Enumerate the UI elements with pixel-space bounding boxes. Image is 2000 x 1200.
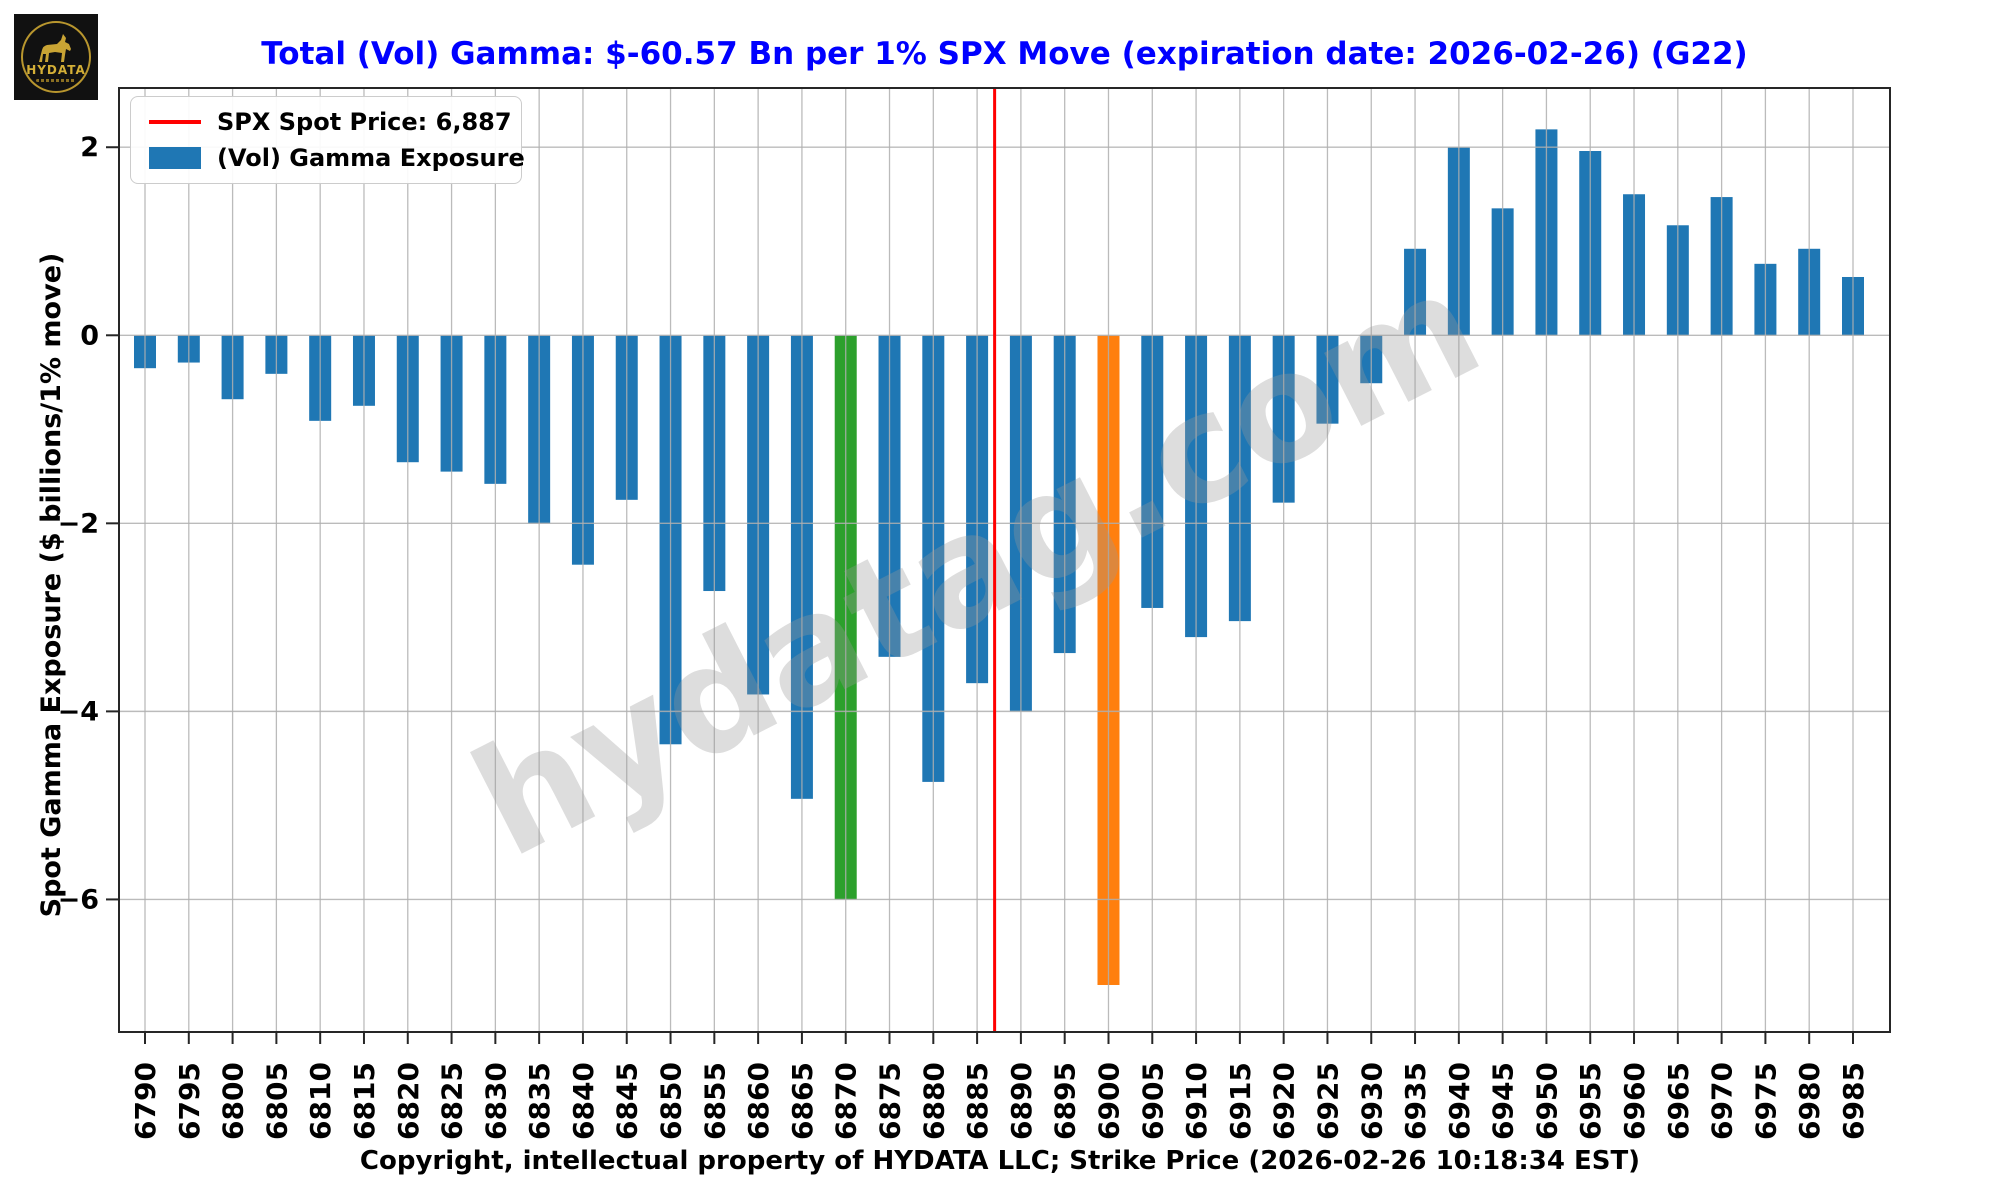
x-tick-label-6865: 6865 [786, 1062, 819, 1140]
legend-label-spot: SPX Spot Price: 6,887 [217, 108, 512, 136]
legend-box: SPX Spot Price: 6,887 (Vol) Gamma Exposu… [130, 96, 525, 184]
x-tick-label-6975: 6975 [1749, 1062, 1782, 1140]
y-tick-label--4: −4 [58, 696, 99, 727]
x-tick-label-6805: 6805 [260, 1062, 293, 1140]
x-tick-label-6900: 6900 [1092, 1062, 1125, 1140]
x-tick-label-6935: 6935 [1399, 1062, 1432, 1140]
x-tick-label-6860: 6860 [742, 1062, 775, 1140]
legend-label-gamma: (Vol) Gamma Exposure [217, 144, 525, 172]
y-tick-label--6: −6 [58, 884, 99, 915]
y-tick-label-2: 2 [80, 132, 99, 163]
logo-brand-text: HYDATA [26, 62, 86, 77]
x-tick-label-6850: 6850 [655, 1062, 688, 1140]
x-tick-label-6800: 6800 [217, 1062, 250, 1140]
x-tick-label-6965: 6965 [1662, 1062, 1695, 1140]
x-tick-label-6875: 6875 [874, 1062, 907, 1140]
x-tick-label-6920: 6920 [1268, 1062, 1301, 1140]
x-tick-label-6945: 6945 [1487, 1062, 1520, 1140]
x-tick-label-6915: 6915 [1224, 1062, 1257, 1140]
x-tick-label-6880: 6880 [917, 1062, 950, 1140]
x-tick-label-6980: 6980 [1793, 1062, 1826, 1140]
x-tick-label-6960: 6960 [1618, 1062, 1651, 1140]
hydata-logo: HYDATA [14, 14, 98, 100]
x-tick-label-6845: 6845 [611, 1062, 644, 1140]
x-tick-label-6940: 6940 [1443, 1062, 1476, 1140]
legend-item-spot-price: SPX Spot Price: 6,887 [149, 108, 521, 136]
chart-title: Total (Vol) Gamma: $-60.57 Bn per 1% SPX… [261, 36, 1748, 72]
x-tick-label-6810: 6810 [304, 1062, 337, 1140]
y-axis-label: Spot Gamma Exposure ($ billions/1% move) [36, 253, 67, 918]
x-tick-label-6795: 6795 [173, 1062, 206, 1140]
blue-bar-swatch [149, 147, 201, 169]
plot-border [118, 87, 1891, 1033]
x-tick-label-6870: 6870 [830, 1062, 863, 1140]
logo-subtext [36, 78, 76, 82]
x-tick-label-6985: 6985 [1837, 1062, 1870, 1140]
x-tick-label-6970: 6970 [1706, 1062, 1739, 1140]
x-tick-label-6955: 6955 [1574, 1062, 1607, 1140]
y-tick-label--2: −2 [58, 508, 99, 539]
x-tick-label-6930: 6930 [1355, 1062, 1388, 1140]
x-tick-label-6830: 6830 [479, 1062, 512, 1140]
x-tick-label-6890: 6890 [1005, 1062, 1038, 1140]
x-tick-label-6895: 6895 [1049, 1062, 1082, 1140]
x-tick-label-6820: 6820 [392, 1062, 425, 1140]
y-tick-label-0: 0 [80, 320, 99, 351]
x-tick-label-6790: 6790 [129, 1062, 162, 1140]
copyright-caption: Copyright, intellectual property of HYDA… [359, 1146, 1641, 1176]
x-tick-label-6815: 6815 [348, 1062, 381, 1140]
x-tick-label-6910: 6910 [1180, 1062, 1213, 1140]
x-tick-label-6925: 6925 [1311, 1062, 1344, 1140]
x-tick-label-6835: 6835 [523, 1062, 556, 1140]
x-tick-label-6840: 6840 [567, 1062, 600, 1140]
logo-gold-ring: HYDATA [21, 21, 91, 93]
legend-item-gamma-exposure: (Vol) Gamma Exposure [149, 144, 525, 172]
x-tick-label-6905: 6905 [1136, 1062, 1169, 1140]
wolf-icon [39, 33, 71, 62]
x-tick-label-6950: 6950 [1530, 1062, 1563, 1140]
x-tick-label-6825: 6825 [436, 1062, 469, 1140]
x-tick-label-6885: 6885 [961, 1062, 994, 1140]
x-tick-label-6855: 6855 [698, 1062, 731, 1140]
red-line-swatch [149, 120, 201, 124]
